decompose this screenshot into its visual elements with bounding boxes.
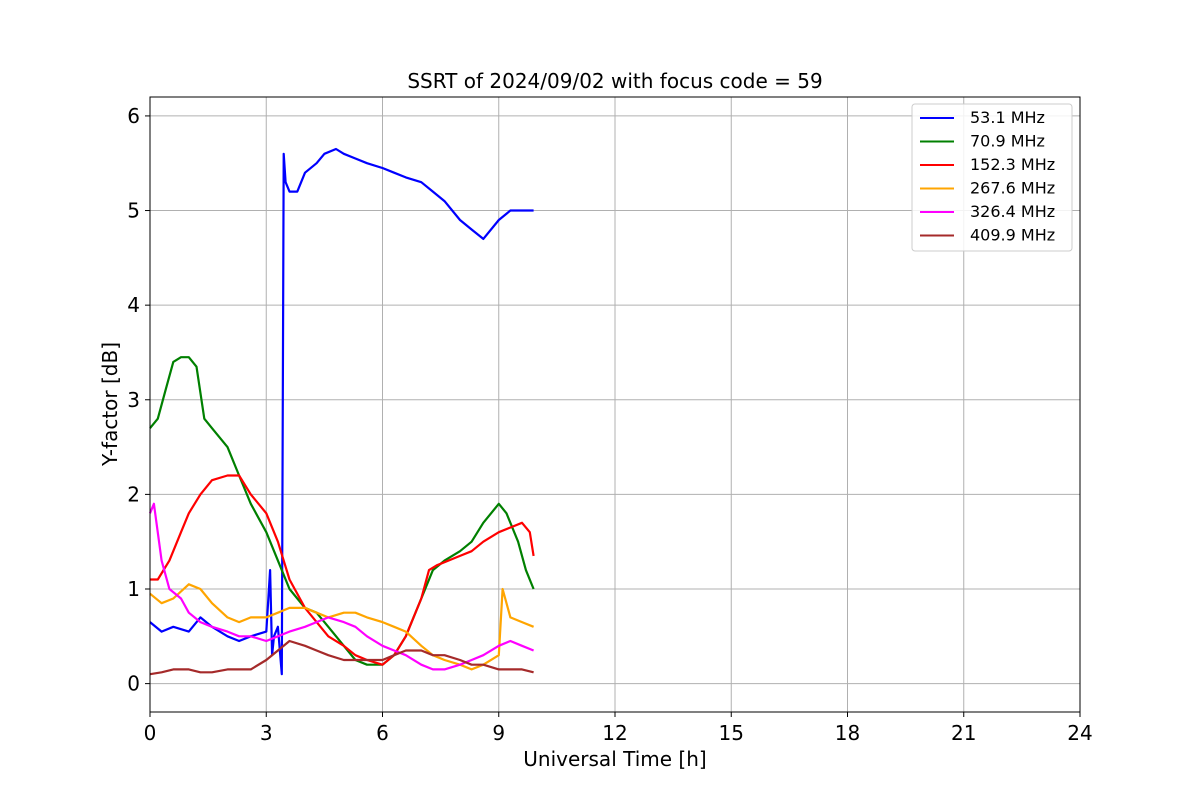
series-line-6 <box>149 639 534 676</box>
y-tick-label: 3 <box>127 388 140 412</box>
y-tick-label: 1 <box>127 577 140 601</box>
series-line-5 <box>148 502 535 671</box>
legend-label: 326.4 MHz <box>970 202 1055 221</box>
y-tick-label: 2 <box>127 482 140 506</box>
x-tick-label: 9 <box>492 721 505 745</box>
x-tick-label: 12 <box>602 721 627 745</box>
y-axis-label: Y-factor [dB] <box>98 342 122 467</box>
legend-label: 152.3 MHz <box>970 155 1055 174</box>
x-tick-label: 18 <box>835 721 860 745</box>
legend-label: 409.9 MHz <box>970 226 1055 245</box>
x-tick-label: 24 <box>1067 721 1092 745</box>
x-tick-label: 6 <box>376 721 389 745</box>
series-line-2 <box>149 356 535 666</box>
y-tick-label: 0 <box>127 672 140 696</box>
x-tick-label: 0 <box>144 721 157 745</box>
x-tick-label: 15 <box>719 721 744 745</box>
legend-label: 53.1 MHz <box>970 108 1045 127</box>
series-group <box>148 147 535 676</box>
series-line-1 <box>149 147 534 676</box>
y-tick-label: 5 <box>127 199 140 223</box>
legend: 53.1 MHz 70.9 MHz 152.3 MHz 267.6 MHz 32… <box>911 103 1073 252</box>
y-tick-label: 4 <box>127 293 140 317</box>
x-tick-label: 21 <box>951 721 976 745</box>
chart-title: SSRT of 2024/09/02 with focus code = 59 <box>407 69 822 93</box>
legend-label: 267.6 MHz <box>970 179 1055 198</box>
series-line-3 <box>150 474 535 666</box>
x-tick-label: 3 <box>260 721 273 745</box>
x-axis-label: Universal Time [h] <box>523 747 706 771</box>
legend-label: 70.9 MHz <box>970 132 1045 151</box>
y-tick-label: 6 <box>127 104 140 128</box>
